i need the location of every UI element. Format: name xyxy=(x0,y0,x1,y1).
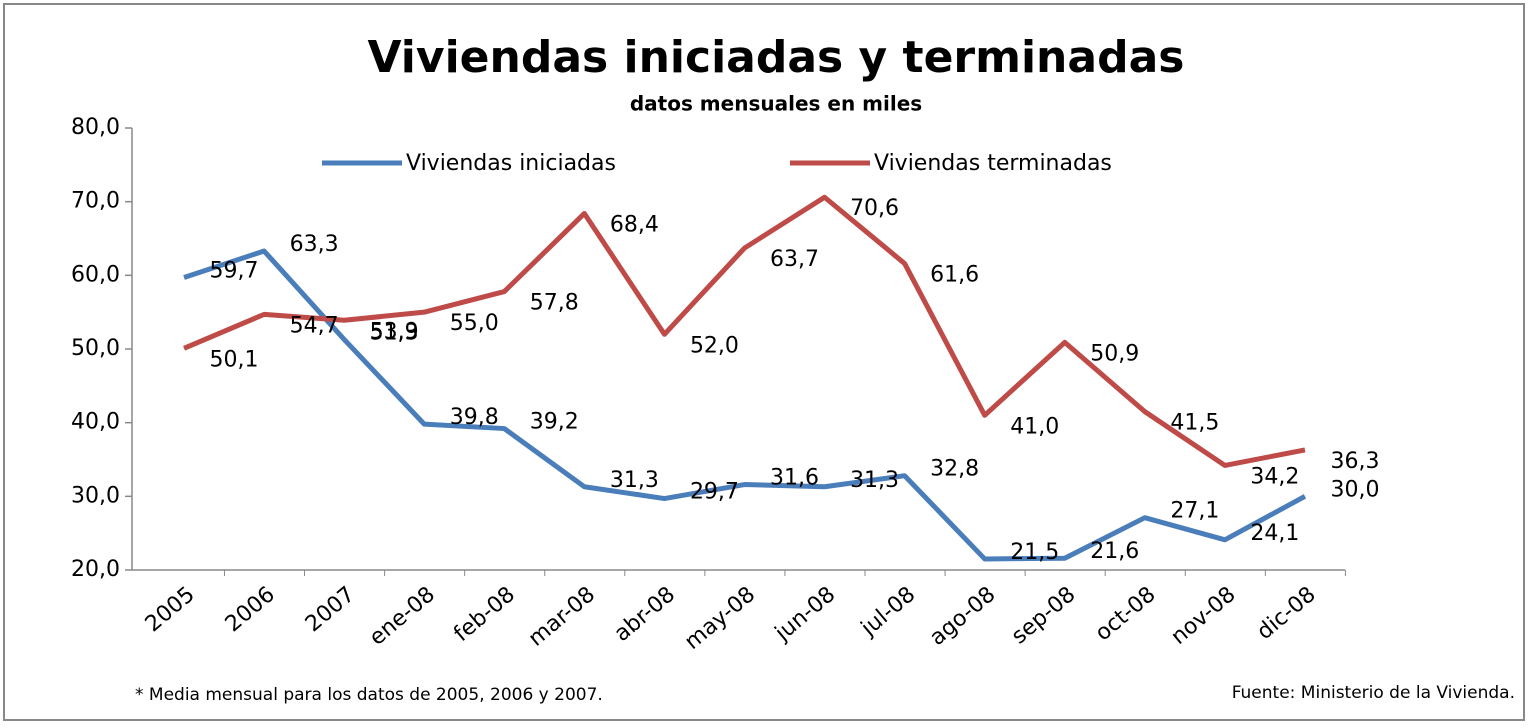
data-label: 61,6 xyxy=(930,263,979,288)
frame xyxy=(3,3,1525,721)
data-label: 57,8 xyxy=(530,291,579,316)
data-label: 50,1 xyxy=(210,347,259,372)
y-tick-label: 80,0 xyxy=(71,115,120,140)
data-label: 53,9 xyxy=(370,319,419,344)
data-label: 51,3 xyxy=(370,320,419,345)
data-label: 54,7 xyxy=(290,313,339,338)
data-label: 68,4 xyxy=(610,212,659,237)
data-label: 70,6 xyxy=(850,196,899,221)
chart-subtitle: datos mensuales en miles xyxy=(630,92,922,116)
legend-label: Viviendas iniciadas xyxy=(406,151,616,176)
data-label: 41,0 xyxy=(1010,414,1059,439)
data-label: 36,3 xyxy=(1330,449,1379,474)
data-label: 55,0 xyxy=(450,311,499,336)
y-tick-label: 30,0 xyxy=(71,483,120,508)
data-label: 27,1 xyxy=(1170,499,1219,524)
data-label: 30,0 xyxy=(1330,477,1379,502)
data-label: 50,9 xyxy=(1090,341,1139,366)
footnote: * Media mensual para los datos de 2005, … xyxy=(135,685,603,705)
chart-title: Viviendas iniciadas y terminadas xyxy=(368,32,1185,83)
data-label: 52,0 xyxy=(690,333,739,358)
data-label: 29,7 xyxy=(690,480,739,505)
data-label: 63,7 xyxy=(770,247,819,272)
y-tick-label: 50,0 xyxy=(71,336,120,361)
data-label: 21,5 xyxy=(1010,540,1059,565)
data-label: 34,2 xyxy=(1250,464,1299,489)
y-tick-label: 70,0 xyxy=(71,189,120,214)
data-label: 21,6 xyxy=(1090,539,1139,564)
data-label: 24,1 xyxy=(1250,521,1299,546)
legend-label: Viviendas terminadas xyxy=(874,151,1112,176)
y-tick-label: 40,0 xyxy=(71,410,120,435)
data-label: 63,3 xyxy=(290,232,339,257)
data-label: 31,3 xyxy=(850,468,899,493)
y-tick-label: 60,0 xyxy=(71,262,120,287)
data-label: 39,2 xyxy=(530,410,579,435)
data-label: 59,7 xyxy=(210,259,259,284)
source-note: Fuente: Ministerio de la Vivienda. xyxy=(1232,683,1515,703)
series-line xyxy=(183,194,1306,468)
y-tick-label: 20,0 xyxy=(71,557,120,582)
data-label: 31,3 xyxy=(610,468,659,493)
data-label: 41,5 xyxy=(1170,411,1219,436)
data-label: 31,6 xyxy=(770,466,819,491)
series-line xyxy=(183,248,1307,562)
data-label: 39,8 xyxy=(450,405,499,430)
data-label: 32,8 xyxy=(930,457,979,482)
